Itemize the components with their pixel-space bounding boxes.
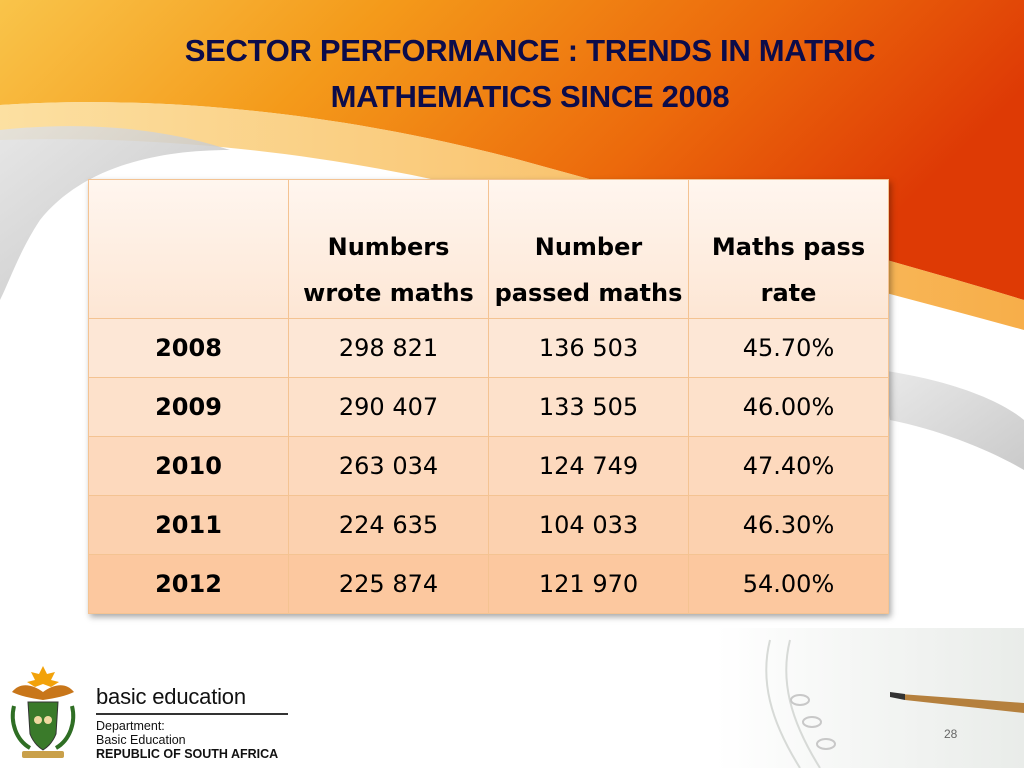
wrote-cell: 224 635 [288, 495, 489, 555]
year-cell: 2008 [88, 318, 289, 378]
dept-line-department: Department: [96, 719, 165, 733]
header-numbers-wrote-maths: Numbers wrote maths [288, 179, 489, 319]
dept-line-republic: REPUBLIC OF SOUTH AFRICA [96, 747, 279, 761]
table-header-row: Numbers wrote maths Number passed maths … [88, 179, 889, 319]
passed-cell: 136 503 [488, 318, 689, 378]
page-number: 28 [944, 727, 958, 741]
year-cell: 2012 [88, 554, 289, 614]
passed-cell: 133 505 [488, 377, 689, 437]
header-maths-pass-rate: Maths pass rate [688, 179, 889, 319]
table-row: 2009 290 407 133 505 46.00% [88, 377, 889, 437]
dept-line-basic-education: Basic Education [96, 733, 186, 747]
slide-title: SECTOR PERFORMANCE : TRENDS IN MATRIC MA… [120, 28, 940, 120]
rate-cell: 46.30% [688, 495, 889, 555]
header-cell-blank [88, 179, 289, 319]
year-cell: 2009 [88, 377, 289, 437]
passed-cell: 124 749 [488, 436, 689, 496]
maths-trends-table: Numbers wrote maths Number passed maths … [88, 179, 889, 614]
pen-notebook-icon [765, 639, 1024, 768]
table-row: 2011 224 635 104 033 46.30% [88, 495, 889, 555]
rate-cell: 46.00% [688, 377, 889, 437]
rate-cell: 47.40% [688, 436, 889, 496]
title-line-2: MATHEMATICS SINCE 2008 [330, 79, 730, 114]
coat-of-arms-icon [10, 666, 76, 758]
year-cell: 2011 [88, 495, 289, 555]
table-row: 2010 263 034 124 749 47.40% [88, 436, 889, 496]
title-line-1: SECTOR PERFORMANCE : TRENDS IN MATRIC [184, 33, 876, 68]
passed-cell: 121 970 [488, 554, 689, 614]
wrote-cell: 298 821 [288, 318, 489, 378]
year-cell: 2010 [88, 436, 289, 496]
brand-name: basic education [96, 684, 246, 709]
rate-cell: 45.70% [688, 318, 889, 378]
wrote-cell: 263 034 [288, 436, 489, 496]
rate-cell: 54.00% [688, 554, 889, 614]
brand-divider [96, 713, 288, 715]
table-row: 2008 298 821 136 503 45.70% [88, 318, 889, 378]
passed-cell: 104 033 [488, 495, 689, 555]
department-branding: basic education Department: Basic Educat… [96, 684, 288, 761]
header-number-passed-maths: Number passed maths [488, 179, 689, 319]
table-row: 2012 225 874 121 970 54.00% [88, 554, 889, 614]
wrote-cell: 225 874 [288, 554, 489, 614]
wrote-cell: 290 407 [288, 377, 489, 437]
